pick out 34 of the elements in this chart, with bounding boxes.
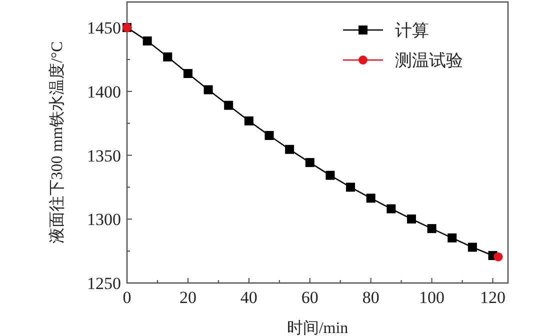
- point: [386, 204, 396, 214]
- point: [163, 52, 172, 62]
- x-tick-label: 40: [240, 288, 258, 307]
- x-axis-title: 时间/min: [286, 319, 348, 336]
- x-tick-label: 60: [301, 288, 318, 307]
- point: [346, 182, 356, 192]
- y-tick-label: 1350: [87, 146, 121, 166]
- point: [224, 100, 234, 110]
- x-tick-label: 100: [419, 288, 445, 307]
- point: [204, 85, 213, 94]
- x-tick-label: 120: [480, 288, 506, 307]
- point: [326, 170, 335, 180]
- point: [366, 194, 376, 203]
- y-tick-label: 1450: [87, 18, 121, 38]
- point: [448, 233, 457, 242]
- point: [264, 130, 274, 140]
- y-tick-label: 1300: [87, 210, 121, 230]
- x-tick-label: 0: [122, 288, 132, 307]
- legend-label: 计算: [395, 21, 429, 40]
- y-tick-label: 1400: [87, 82, 121, 102]
- point: [142, 36, 152, 46]
- point: [406, 214, 416, 224]
- point: [244, 116, 254, 126]
- point: [468, 242, 477, 252]
- point: [285, 144, 294, 154]
- y-axis-title: 液面往下300 mm铁水温度/°C: [48, 41, 66, 244]
- point: [494, 252, 503, 262]
- y-tick-label: 1250: [87, 274, 121, 293]
- x-tick-label: 20: [179, 288, 196, 307]
- point: [427, 224, 436, 234]
- point: [305, 158, 314, 168]
- point: [183, 69, 192, 78]
- x-tick-label: 80: [362, 288, 380, 307]
- legend-label: 测温试验: [395, 51, 463, 70]
